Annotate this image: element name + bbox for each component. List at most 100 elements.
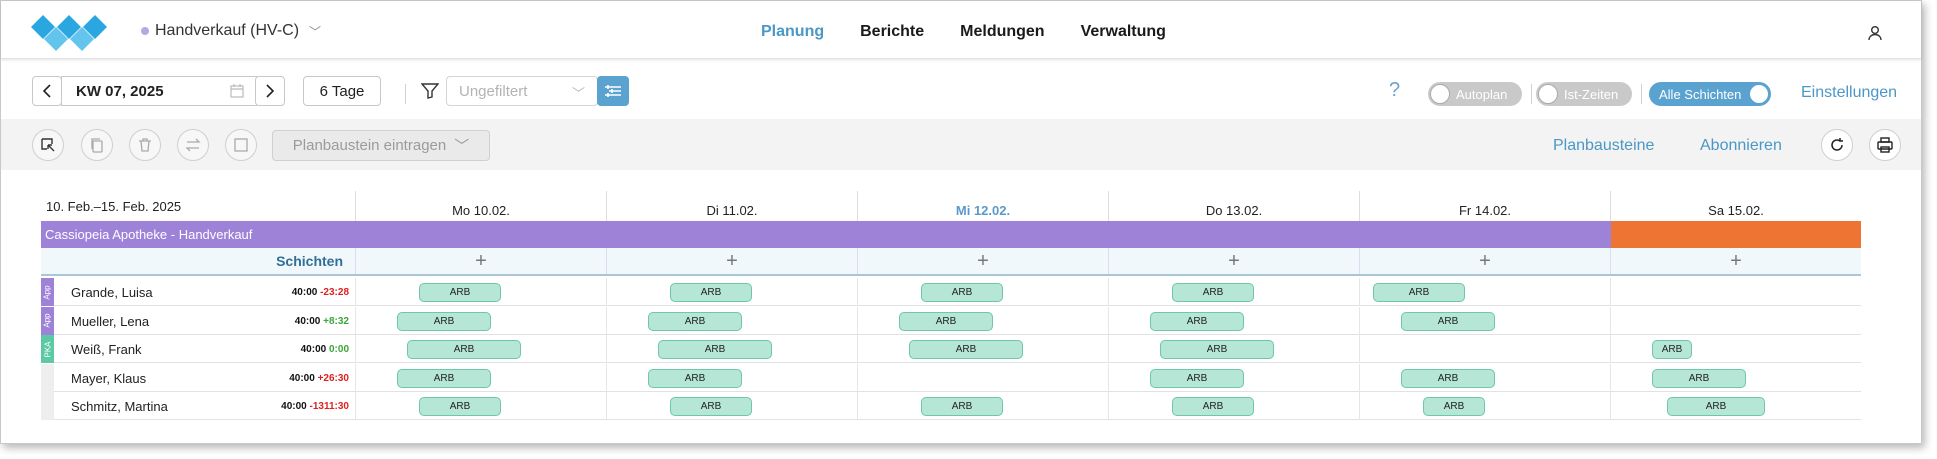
qualification-label: App bbox=[43, 313, 53, 328]
swap-button[interactable] bbox=[177, 129, 209, 161]
prev-week-button[interactable] bbox=[32, 76, 62, 106]
employee-hours: 40:00 +8:32 bbox=[241, 316, 357, 327]
shift-block[interactable]: ARB bbox=[1373, 283, 1465, 302]
hours-diff: +26:30 bbox=[317, 372, 349, 384]
cell-divider bbox=[857, 392, 858, 420]
top-header: Handverkauf (HV-C) ﹀ Planung Berichte Me… bbox=[1, 1, 1921, 59]
copy-icon bbox=[91, 138, 103, 153]
cell-divider bbox=[1108, 335, 1109, 363]
day-header: Fr 14.02. bbox=[1359, 191, 1610, 221]
qualification-tag: PKA bbox=[41, 335, 54, 363]
employee-name[interactable]: Mueller, Lena bbox=[71, 313, 150, 329]
cell-divider bbox=[606, 306, 607, 335]
shift-block[interactable]: ARB bbox=[670, 397, 752, 416]
employee-name[interactable]: Weiß, Frank bbox=[71, 342, 142, 357]
filter-select[interactable]: Ungefiltert ﹀ bbox=[446, 76, 598, 106]
nav-meldungen[interactable]: Meldungen bbox=[960, 23, 1045, 40]
shift-block[interactable]: ARB bbox=[1172, 283, 1254, 302]
shift-block[interactable]: ARB bbox=[909, 340, 1023, 359]
chevron-down-icon: ﹀ bbox=[309, 24, 322, 39]
checkbox-button[interactable] bbox=[225, 129, 257, 161]
shift-block[interactable]: ARB bbox=[670, 283, 752, 302]
planbaustein-eintragen-button[interactable]: Planbaustein eintragen ﹀ bbox=[272, 130, 490, 161]
nav-verwaltung[interactable]: Verwaltung bbox=[1080, 23, 1166, 40]
employee-name[interactable]: Mayer, Klaus bbox=[71, 370, 147, 386]
print-button[interactable] bbox=[1869, 129, 1901, 161]
shift-block[interactable]: ARB bbox=[648, 368, 742, 388]
filter-placeholder: Ungefiltert bbox=[459, 82, 528, 100]
delete-button[interactable] bbox=[129, 129, 161, 161]
employee-hours: 40:00 +26:30 bbox=[241, 373, 357, 384]
cell-divider bbox=[606, 392, 607, 420]
cell-divider bbox=[1610, 306, 1611, 335]
toggle-knob bbox=[1749, 84, 1769, 104]
shift-block[interactable]: ARB bbox=[1652, 368, 1746, 388]
shift-block[interactable]: ARB bbox=[1150, 368, 1244, 388]
employee-name[interactable]: Schmitz, Martina bbox=[71, 399, 168, 414]
cell-divider bbox=[355, 363, 356, 392]
day-header: Di 11.02. bbox=[606, 191, 857, 221]
shift-block[interactable]: ARB bbox=[899, 311, 993, 331]
add-shift-button[interactable]: + bbox=[355, 248, 606, 274]
abonnieren-link[interactable]: Abonnieren bbox=[1700, 137, 1782, 154]
employee-name[interactable]: Grande, Luisa bbox=[71, 285, 153, 300]
shift-block[interactable]: ARB bbox=[658, 340, 772, 359]
user-icon[interactable] bbox=[1867, 25, 1883, 41]
employee-hours: 40:00 -23:28 bbox=[241, 287, 357, 298]
group-label: Cassiopeia Apotheke - Handverkauf bbox=[45, 227, 253, 242]
settings-link[interactable]: Einstellungen bbox=[1801, 84, 1898, 101]
group-bar: Cassiopeia Apotheke - Handverkauf bbox=[41, 221, 1611, 248]
help-icon[interactable]: ? bbox=[1389, 79, 1401, 101]
shift-block[interactable]: ARB bbox=[397, 368, 491, 388]
cell-divider bbox=[355, 306, 356, 335]
shift-block[interactable]: ARB bbox=[1401, 311, 1495, 331]
select-tool-button[interactable] bbox=[32, 129, 64, 161]
store-label: Handverkauf (HV-C) bbox=[155, 22, 300, 39]
shift-block[interactable]: ARB bbox=[419, 283, 501, 302]
ist-zeiten-toggle[interactable]: Ist-Zeiten bbox=[1536, 82, 1632, 106]
shift-block[interactable]: ARB bbox=[1160, 340, 1274, 359]
cell-divider bbox=[1108, 363, 1109, 392]
shift-block[interactable]: ARB bbox=[407, 340, 521, 359]
add-shift-button[interactable]: + bbox=[1610, 248, 1861, 274]
shift-block[interactable]: ARB bbox=[1401, 368, 1495, 388]
nav-berichte[interactable]: Berichte bbox=[860, 23, 925, 40]
planbausteine-link[interactable]: Planbausteine bbox=[1553, 137, 1655, 154]
add-shift-button[interactable]: + bbox=[857, 248, 1108, 274]
refresh-button[interactable] bbox=[1821, 129, 1853, 161]
filter-settings-button[interactable] bbox=[597, 76, 629, 106]
cell-divider bbox=[606, 278, 607, 306]
shift-block[interactable]: ARB bbox=[648, 311, 742, 331]
add-shift-button[interactable]: + bbox=[1108, 248, 1359, 274]
divider bbox=[1531, 84, 1532, 104]
days-range-button[interactable]: 6 Tage bbox=[303, 76, 381, 106]
alle-schichten-toggle[interactable]: Alle Schichten bbox=[1649, 82, 1771, 106]
shift-block[interactable]: ARB bbox=[1172, 397, 1254, 416]
nav-planung[interactable]: Planung bbox=[761, 23, 825, 40]
shift-block[interactable]: ARB bbox=[1652, 340, 1692, 359]
shift-block[interactable]: ARB bbox=[1150, 311, 1244, 331]
day-header: Mi 12.02. bbox=[857, 191, 1108, 221]
store-selector[interactable]: Handverkauf (HV-C) ﹀ bbox=[141, 22, 321, 40]
cell-divider bbox=[606, 363, 607, 392]
shift-block[interactable]: ARB bbox=[397, 311, 491, 331]
schichten-row: Schichten + + + + + + bbox=[41, 248, 1861, 276]
add-shift-button[interactable]: + bbox=[1359, 248, 1610, 274]
chevron-right-icon bbox=[266, 84, 275, 98]
shift-block[interactable]: ARB bbox=[921, 397, 1003, 416]
next-week-button[interactable] bbox=[255, 76, 285, 106]
shift-block[interactable]: ARB bbox=[419, 397, 501, 416]
autoplan-toggle[interactable]: Autoplan bbox=[1428, 82, 1522, 106]
main-nav: Planung Berichte Meldungen Verwaltung bbox=[761, 23, 1166, 41]
shift-block[interactable]: ARB bbox=[921, 283, 1003, 302]
cell-divider bbox=[1610, 335, 1611, 363]
add-shift-button[interactable]: + bbox=[606, 248, 857, 274]
cell-divider bbox=[1108, 306, 1109, 335]
shift-block[interactable]: ARB bbox=[1423, 397, 1485, 416]
copy-button[interactable] bbox=[81, 129, 113, 161]
shift-block[interactable]: ARB bbox=[1667, 397, 1765, 416]
date-range-label: 10. Feb.–15. Feb. 2025 bbox=[46, 199, 182, 214]
week-picker[interactable]: KW 07, 2025 bbox=[61, 76, 257, 106]
cell-divider bbox=[857, 335, 858, 363]
toggle-knob bbox=[1538, 84, 1558, 104]
